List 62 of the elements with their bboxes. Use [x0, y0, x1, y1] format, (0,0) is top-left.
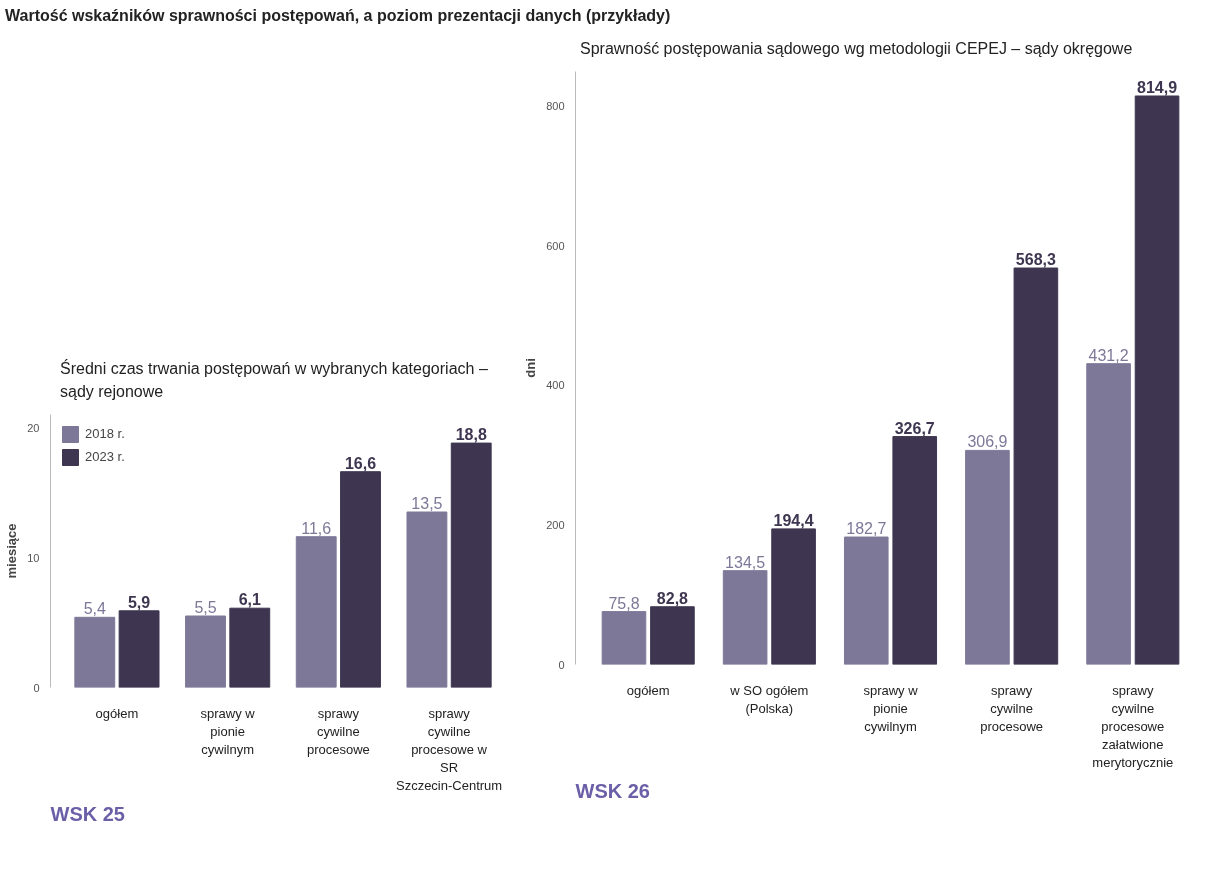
data-label: 5,9: [127, 593, 151, 611]
data-label: 134,5: [725, 553, 766, 571]
y-tick-label: 0: [558, 658, 565, 671]
bar: [843, 536, 889, 665]
data-label: 568,3: [1015, 250, 1057, 268]
data-label: 11,6: [301, 519, 332, 537]
bar: [74, 616, 116, 688]
y-tick-label: 10: [27, 551, 40, 564]
data-label: 194,4: [773, 511, 814, 529]
y-tick-label: 0: [33, 681, 40, 694]
text: WSK 25: [50, 802, 125, 825]
bar: [1086, 362, 1131, 665]
data-label: 182,7: [846, 519, 887, 537]
x-tick-label: ogółem: [95, 705, 139, 721]
bar: [771, 528, 816, 665]
bar: [229, 607, 271, 688]
bar: [450, 442, 492, 688]
bar: [601, 610, 647, 665]
x-tick-label: ogółem: [626, 682, 670, 698]
bar: [650, 605, 695, 665]
bar: [1134, 95, 1180, 665]
data-label: 306,9: [967, 433, 1008, 451]
y-tick-label: 20: [27, 421, 40, 434]
y-axis-title: dni: [523, 357, 539, 378]
bar: [185, 615, 226, 688]
bar: [295, 535, 337, 688]
data-label: 13,5: [411, 494, 443, 512]
y-tick-label: 400: [546, 379, 565, 392]
x-tick-label: sprawy w pionie cywilnym: [200, 705, 256, 757]
y-tick-label: 600: [546, 239, 565, 252]
data-label: 6,1: [238, 590, 262, 608]
data-label: 326,7: [894, 419, 935, 437]
data-label: 814,9: [1137, 78, 1178, 96]
bar: [722, 569, 768, 665]
y-tick-label: 800: [546, 100, 565, 113]
data-label: 75,8: [608, 594, 640, 612]
x-tick-label: sprawy cywilne procesowe w SR Szczecin-Centrum: [395, 705, 503, 793]
x-tick-label: sprawy cywilne procesowe: [306, 705, 370, 757]
legend-label: 2023 r.: [85, 449, 125, 465]
text: WSK 26: [575, 779, 650, 802]
data-label: 16,6: [344, 454, 377, 472]
y-axis-title: miesiące: [4, 523, 20, 578]
bar: [965, 449, 1010, 665]
bar: [118, 609, 160, 688]
bar: [340, 470, 381, 688]
x-tick-label: sprawy w pionie cywilnym: [863, 682, 919, 734]
data-label: 82,8: [656, 589, 689, 607]
data-label: 18,8: [455, 425, 487, 443]
bar: [1013, 267, 1059, 665]
chart-subtitle: Sprawność postępowania sądowego wg metodologii CEPEJ – sądy okręgowe: [580, 38, 1133, 59]
bar: [892, 435, 938, 665]
x-tick-label: w SO ogółem (Polska): [729, 682, 809, 716]
bar: [406, 511, 448, 688]
data-label: 5,5: [194, 598, 217, 616]
x-tick-label: sprawy cywilne procesowe: [980, 682, 1044, 734]
chart-title: Wartość wskaźników sprawności postępowań, a poziom prezentacji danych (przykłady): [5, 6, 671, 26]
x-tick-label: sprawy cywilne procesowe załatwione merytorycznie: [1092, 682, 1174, 770]
legend-label: 2018 r.: [85, 426, 125, 442]
chart-subtitle: Średni czas trwania postępowań w wybranych kategoriach – sądy rejonowe: [60, 358, 489, 402]
y-tick-label: 200: [546, 518, 565, 531]
data-label: 5,4: [83, 599, 107, 617]
data-label: 431,2: [1088, 346, 1129, 364]
